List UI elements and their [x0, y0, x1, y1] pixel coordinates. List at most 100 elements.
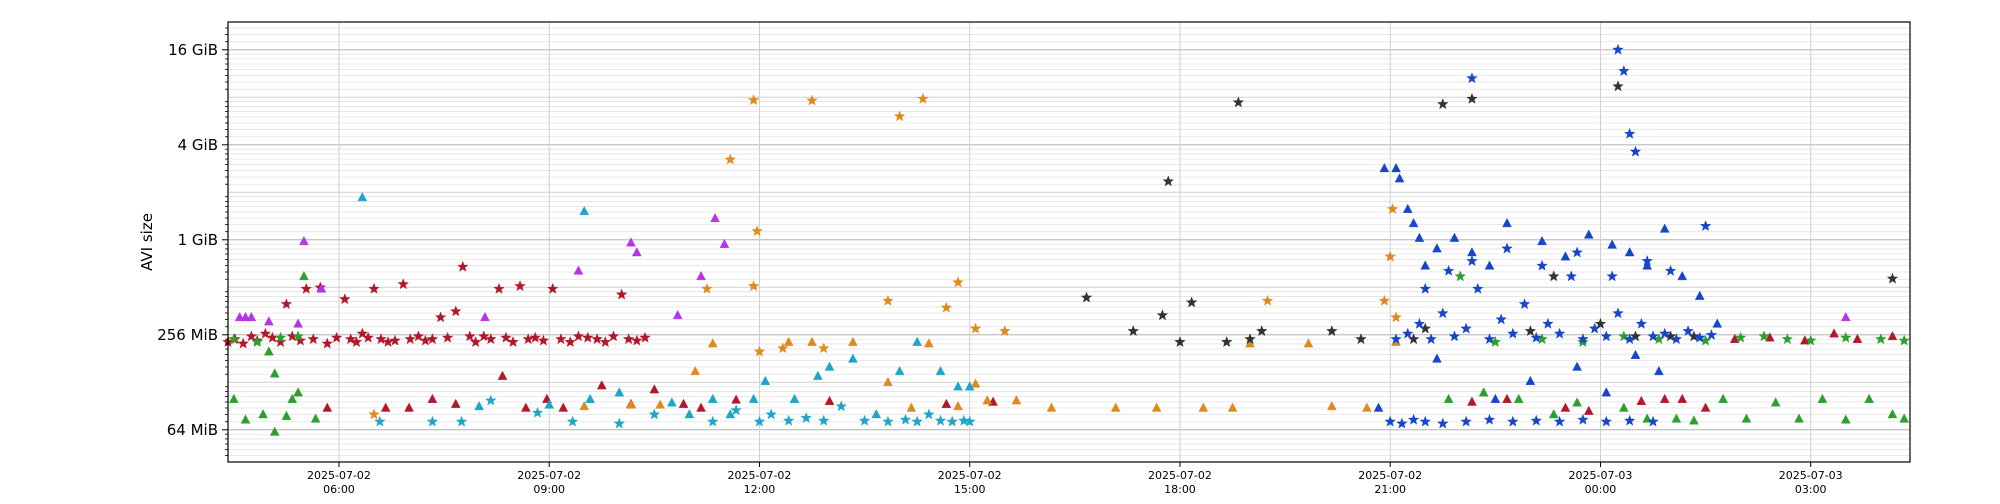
star-point [389, 334, 401, 346]
star-point [1647, 330, 1659, 342]
triangle-point [1449, 232, 1460, 242]
triangle-point [1560, 402, 1571, 412]
star-point [1483, 333, 1496, 345]
triangle-point [293, 318, 303, 328]
triangle-point [783, 336, 794, 346]
star-point [1384, 250, 1396, 262]
star-point [1220, 336, 1233, 348]
star-point [1804, 334, 1817, 346]
triangle-point [474, 401, 484, 411]
triangle-point [649, 384, 660, 394]
x-tick-time: 00:00 [1585, 483, 1617, 496]
star-point [292, 330, 304, 342]
x-tick-time: 09:00 [533, 483, 565, 496]
triangle-point [789, 393, 800, 403]
star-point [1600, 415, 1613, 427]
triangle-point [480, 311, 490, 322]
series-0 [222, 260, 651, 349]
x-tick-date: 2025-07-02 [307, 469, 371, 482]
star-point [1080, 291, 1093, 303]
star-point [485, 394, 497, 406]
triangle-point [824, 395, 835, 405]
triangle-point [1659, 393, 1670, 403]
star-point [1612, 43, 1624, 55]
star-point [817, 414, 830, 426]
star-point [1507, 415, 1519, 427]
triangle-point [1394, 173, 1405, 183]
triangle-point [264, 346, 274, 356]
star-point [531, 406, 544, 418]
y-tick-label: 64 MiB [167, 421, 218, 439]
star-point [613, 417, 626, 429]
triangle-point [1689, 415, 1699, 425]
star-point [1454, 270, 1467, 282]
triangle-point [1741, 413, 1752, 423]
star-point [998, 325, 1011, 337]
star-point [706, 415, 719, 427]
star-point [882, 415, 894, 427]
triangle-point [1840, 414, 1851, 424]
star-point [599, 336, 612, 348]
star-point [1875, 333, 1887, 345]
star-point [648, 408, 661, 420]
star-point [1386, 203, 1399, 215]
star-point [1460, 415, 1472, 427]
triangle-point [631, 247, 642, 257]
triangle-point [380, 402, 391, 412]
triangle-point [1046, 402, 1057, 412]
star-point [607, 330, 620, 342]
triangle-point [924, 338, 934, 348]
triangle-point [264, 316, 274, 326]
star-point [1466, 255, 1478, 267]
star-point [368, 282, 380, 294]
x-tick-time: 06:00 [323, 483, 355, 496]
star-point [237, 337, 249, 349]
star-point [434, 311, 447, 323]
star-point [339, 293, 351, 305]
star-point [1255, 325, 1268, 337]
triangle-point [696, 270, 706, 281]
triangle-point [690, 365, 701, 376]
triangle-point [1110, 402, 1121, 412]
star-point [751, 225, 763, 237]
star-point [1612, 80, 1624, 92]
triangle-point [1572, 397, 1582, 407]
star-point [1261, 294, 1274, 306]
triangle-point [725, 409, 736, 419]
star-point [1162, 175, 1175, 187]
star-point [441, 331, 454, 343]
star-point [952, 276, 964, 288]
triangle-point [269, 368, 280, 378]
triangle-point [1618, 402, 1629, 412]
triangle-point [1829, 328, 1839, 338]
y-tick-label: 256 MiB [157, 326, 218, 344]
triangle-point [596, 380, 607, 390]
x-tick-date: 2025-07-02 [727, 469, 791, 482]
series-5 [374, 394, 976, 429]
star-point [631, 334, 643, 346]
triangle-point [1764, 332, 1775, 342]
star-point [1355, 333, 1367, 345]
star-point [1378, 294, 1391, 306]
triangle-point [1227, 402, 1238, 412]
x-tick-time: 21:00 [1374, 483, 1406, 496]
triangle-point [1391, 163, 1401, 173]
star-point [1413, 317, 1426, 329]
star-point [946, 415, 958, 427]
triangle-point [760, 375, 771, 385]
x-tick-date: 2025-07-02 [938, 469, 1002, 482]
star-point [730, 404, 742, 416]
triangle-point [1677, 393, 1688, 403]
triangle-point [1502, 218, 1512, 228]
star-point [1501, 242, 1513, 254]
star-point [782, 414, 795, 426]
star-point [923, 408, 935, 420]
triangle-point [357, 192, 368, 202]
star-point [1536, 259, 1548, 271]
star-point [639, 331, 651, 343]
star-point [1448, 330, 1461, 342]
star-point [1734, 331, 1747, 343]
triangle-point [240, 414, 251, 424]
triangle-point [1560, 251, 1571, 261]
